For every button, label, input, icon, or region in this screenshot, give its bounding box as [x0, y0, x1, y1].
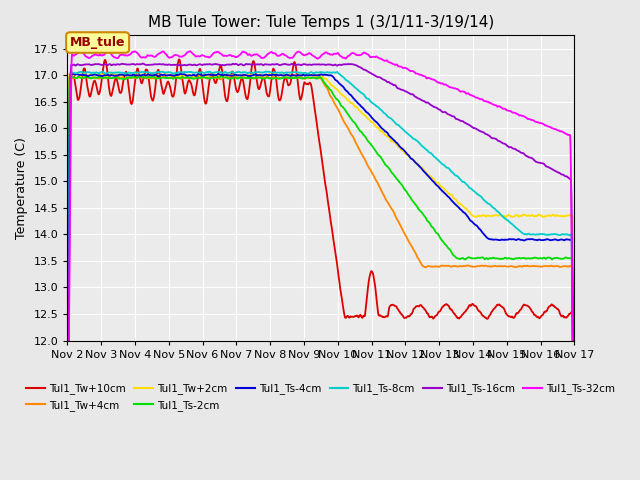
- Legend: Tul1_Tw+10cm, Tul1_Tw+4cm, Tul1_Tw+2cm, Tul1_Ts-2cm, Tul1_Ts-4cm, Tul1_Ts-8cm, T: Tul1_Tw+10cm, Tul1_Tw+4cm, Tul1_Tw+2cm, …: [22, 379, 620, 415]
- Title: MB Tule Tower: Tule Temps 1 (3/1/11-3/19/14): MB Tule Tower: Tule Temps 1 (3/1/11-3/19…: [148, 15, 494, 30]
- Text: MB_tule: MB_tule: [70, 36, 125, 49]
- Y-axis label: Temperature (C): Temperature (C): [15, 137, 28, 239]
